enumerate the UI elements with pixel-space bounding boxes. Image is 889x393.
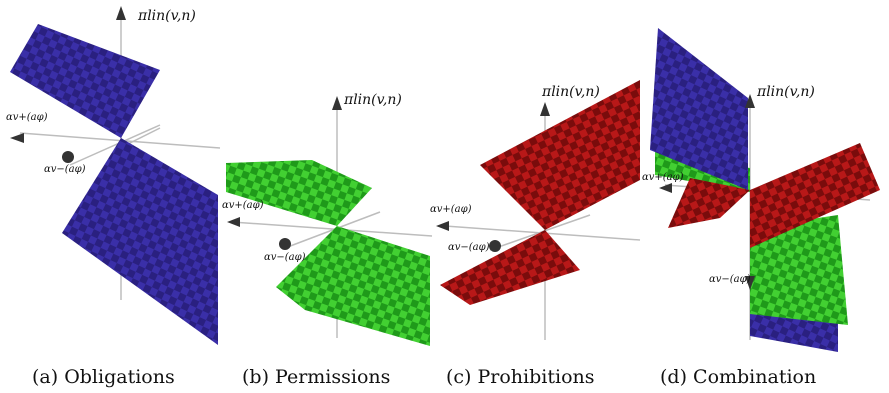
panel-a-obligation-plane-lower	[62, 138, 218, 345]
panel-d-alpha-minus-label: αv−(aφ)	[709, 274, 751, 285]
panel-c-alpha-plus-label: αv+(aφ)	[430, 204, 472, 215]
panel-c-axis-arrow-icon	[540, 102, 550, 116]
panel-d-red-plane-left	[668, 178, 750, 228]
panel-a-alpha-plus-arrow-icon	[10, 133, 24, 143]
panel-c-prohibitions	[436, 80, 641, 340]
panel-b-alpha-minus-label: αv−(aφ)	[264, 252, 306, 263]
panel-d-blue-plane-upper	[650, 28, 748, 190]
panel-a-alpha-minus-label: αv−(aφ)	[44, 164, 86, 175]
panel-d-alpha-plus-arrow-icon	[659, 183, 672, 193]
panel-d-alpha-plus-label: αv+(aφ)	[642, 172, 684, 183]
panel-d-alpha-minus-arrow-icon	[745, 276, 755, 290]
panel-b-permission-plane-upper	[226, 160, 372, 226]
panel-c-prohibition-plane-upper	[480, 80, 640, 230]
panel-d-axis-arrow-icon	[745, 94, 755, 108]
panel-d-green-plane-lower	[750, 215, 848, 325]
panel-b-permission-plane-lower	[276, 226, 430, 346]
panel-a-alpha-plus-label: αv+(aφ)	[6, 112, 48, 123]
panel-a-axis-arrow-icon	[116, 6, 126, 20]
panel-a-alpha-minus-sphere-icon	[62, 151, 74, 163]
panel-d-red-plane-right	[750, 143, 880, 248]
panel-d-combination	[650, 28, 880, 352]
panel-b-alpha-plus-label: αv+(aφ)	[222, 200, 264, 211]
panel-c-caption: (c) Prohibitions	[446, 366, 595, 388]
panel-c-prohibition-plane-lower	[440, 230, 580, 305]
panel-d-green-plane-upper	[655, 152, 750, 192]
panel-b-permissions	[226, 96, 433, 346]
panel-a-obligation-plane-upper	[10, 24, 160, 138]
panel-b-alpha-plus-arrow-icon	[227, 217, 240, 227]
panel-a-axis-title: πlin(v,n)	[138, 8, 196, 24]
panel-b-caption: (b) Permissions	[242, 366, 391, 388]
panel-c-alpha-plus-arrow-icon	[436, 221, 449, 231]
panel-c-alpha-minus-sphere-icon	[489, 240, 501, 252]
panel-b-axis-arrow-icon	[332, 96, 342, 110]
panel-d-axis-title: πlin(v,n)	[757, 84, 815, 100]
panel-c-alpha-minus-label: αv−(aφ)	[448, 242, 490, 253]
panel-a-obligations	[10, 6, 221, 345]
panel-b-alpha-minus-sphere-icon	[279, 238, 291, 250]
panel-a-caption: (a) Obligations	[32, 366, 175, 388]
panel-b-axis-title: πlin(v,n)	[344, 92, 402, 108]
panel-d-caption: (d) Combination	[660, 366, 817, 388]
panel-c-axis-title: πlin(v,n)	[542, 84, 600, 100]
